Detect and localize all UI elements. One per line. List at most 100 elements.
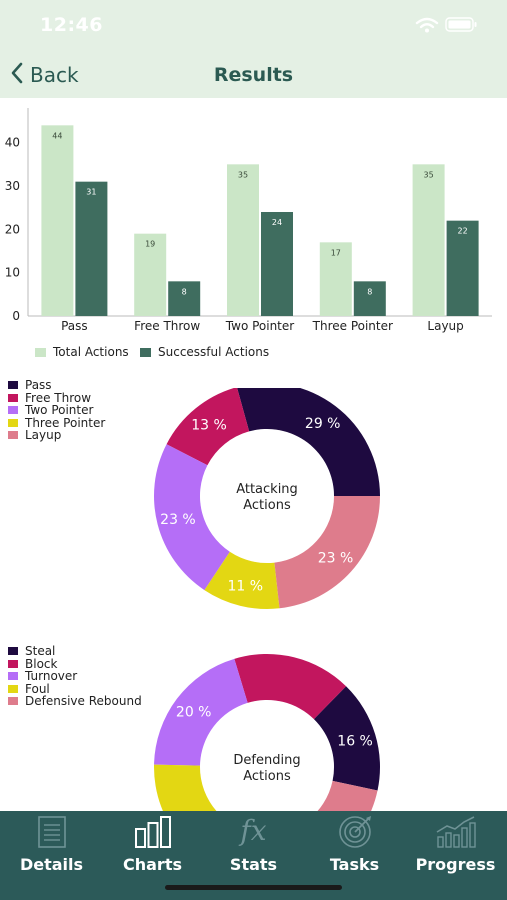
legend-label: Defensive Rebound <box>25 694 142 709</box>
navigation-bar: Back Results <box>0 50 507 98</box>
slice-percent-label: 20 % <box>176 704 212 720</box>
tab-stats[interactable]: fx Stats <box>203 811 304 889</box>
legend-swatch <box>8 672 18 681</box>
bar-two-pointer-successful <box>261 212 293 316</box>
donut-center-label: Defending <box>233 753 300 768</box>
status-bar: 12:46 <box>0 0 507 50</box>
legend-swatch <box>8 659 18 668</box>
slice-percent-label: 11 % <box>228 578 264 594</box>
legend-swatch <box>8 418 18 427</box>
slice-percent-label: 23 % <box>160 512 196 528</box>
status-time: 12:46 <box>40 14 103 36</box>
fx-glyph: fx <box>240 814 267 847</box>
legend-label: Two Pointer <box>25 403 94 418</box>
fx-icon: fx <box>203 815 304 849</box>
results-content[interactable]: 0 10 20 30 40 44 31 19 8 35 24 17 8 35 22 Pass Free Th… <box>0 98 507 811</box>
bar-free-throw-total <box>134 233 167 316</box>
legend-swatch <box>8 647 18 655</box>
bar-three-pointer-successful <box>353 281 386 316</box>
bar-data-label: 17 <box>331 248 341 257</box>
target-icon <box>304 815 405 849</box>
legend-label: Steal <box>25 644 56 658</box>
tab-progress[interactable]: Progress <box>405 811 506 889</box>
y-tick-label: 10 <box>5 266 20 280</box>
legend-label: Block <box>25 656 58 671</box>
bar-two-pointer-total <box>227 164 259 316</box>
bar-legend-total: Total Actions <box>35 345 129 359</box>
back-button[interactable]: Back <box>10 61 79 89</box>
slice-turnover <box>154 658 248 766</box>
tab-tasks[interactable]: Tasks <box>304 811 405 889</box>
legend-label: Total Actions <box>53 345 129 359</box>
legend-item: Steal <box>8 644 55 658</box>
tab-label: Tasks <box>329 855 380 874</box>
bar-data-label: 35 <box>238 170 248 179</box>
bar-data-label: 22 <box>458 227 468 236</box>
slice-percent-label: 13 % <box>191 418 227 434</box>
bar-layup-successful <box>446 220 479 316</box>
actions-bar-chart: 0 10 20 30 40 44 31 19 8 35 24 17 8 35 22 Pass Free Th… <box>5 108 492 333</box>
slice-free-throw <box>166 388 250 466</box>
bar-data-label: 31 <box>86 188 96 197</box>
legend-swatch <box>8 684 18 693</box>
legend-swatch <box>8 406 18 415</box>
tab-label: Charts <box>123 855 182 874</box>
x-tick-label: Three Pointer <box>312 319 393 333</box>
bar-data-label: 24 <box>272 218 282 227</box>
battery-icon <box>445 17 477 32</box>
back-label: Back <box>30 63 79 87</box>
x-tick-label: Free Throw <box>134 319 200 333</box>
bar-data-label: 44 <box>52 131 62 140</box>
slice-layup <box>274 496 380 609</box>
bar-data-label: 8 <box>367 287 372 296</box>
bar-data-label: 8 <box>182 287 187 296</box>
legend-swatch <box>35 347 46 357</box>
tab-label: Stats <box>229 855 278 874</box>
legend-label: Free Throw <box>25 390 92 405</box>
legend-item: Pass <box>8 378 52 392</box>
donut-center <box>210 710 324 811</box>
slice-percent-label: 23 % <box>318 550 354 566</box>
y-tick-label: 40 <box>5 136 20 150</box>
bar-free-throw-successful <box>168 281 201 316</box>
legend-swatch <box>8 431 18 440</box>
y-tick-label: 0 <box>12 309 20 323</box>
legend-item: Two Pointer <box>8 403 93 417</box>
legend-item: Layup <box>8 428 61 442</box>
slice-steal <box>313 686 380 791</box>
legend-label: Turnover <box>25 669 78 684</box>
bar-chart-icon <box>102 815 203 849</box>
x-tick-label: Layup <box>427 319 463 333</box>
bar-data-label: 35 <box>424 170 434 179</box>
tab-bar: Details Charts fx Stats Tasks <box>0 811 507 900</box>
slice-three-pointer <box>204 551 280 609</box>
tab-details[interactable]: Details <box>1 811 102 889</box>
bar-legend-successful: Successful Actions <box>140 345 269 359</box>
donut-center-label: Actions <box>243 769 291 784</box>
legend-item: Block <box>8 657 57 671</box>
legend-item: Defensive Rebound <box>8 694 142 708</box>
bar-pass-successful <box>75 181 108 316</box>
progress-chart-icon <box>405 815 506 849</box>
y-tick-label: 20 <box>5 222 20 236</box>
slice-percent-label: 29 % <box>305 416 341 432</box>
tab-charts[interactable]: Charts <box>102 811 203 889</box>
donut-center-label: Attacking <box>236 482 298 497</box>
bar-pass-total <box>41 125 74 316</box>
slice-percent-label: 16 % <box>337 733 373 749</box>
y-tick-label: 30 <box>5 179 20 193</box>
slice-block <box>234 654 347 720</box>
tab-label: Progress <box>415 855 496 874</box>
slice-pass <box>237 388 380 496</box>
legend-label: Successful Actions <box>158 345 270 359</box>
bar-data-label: 19 <box>145 240 155 249</box>
tab-label: Details <box>19 855 84 874</box>
legend-label: Pass <box>25 378 52 392</box>
bar-layup-total <box>412 164 445 316</box>
legend-swatch <box>8 393 18 402</box>
legend-swatch <box>8 381 18 389</box>
slice-two-pointer <box>154 444 230 591</box>
slice-foul <box>154 764 217 811</box>
x-tick-label: Pass <box>61 319 88 333</box>
